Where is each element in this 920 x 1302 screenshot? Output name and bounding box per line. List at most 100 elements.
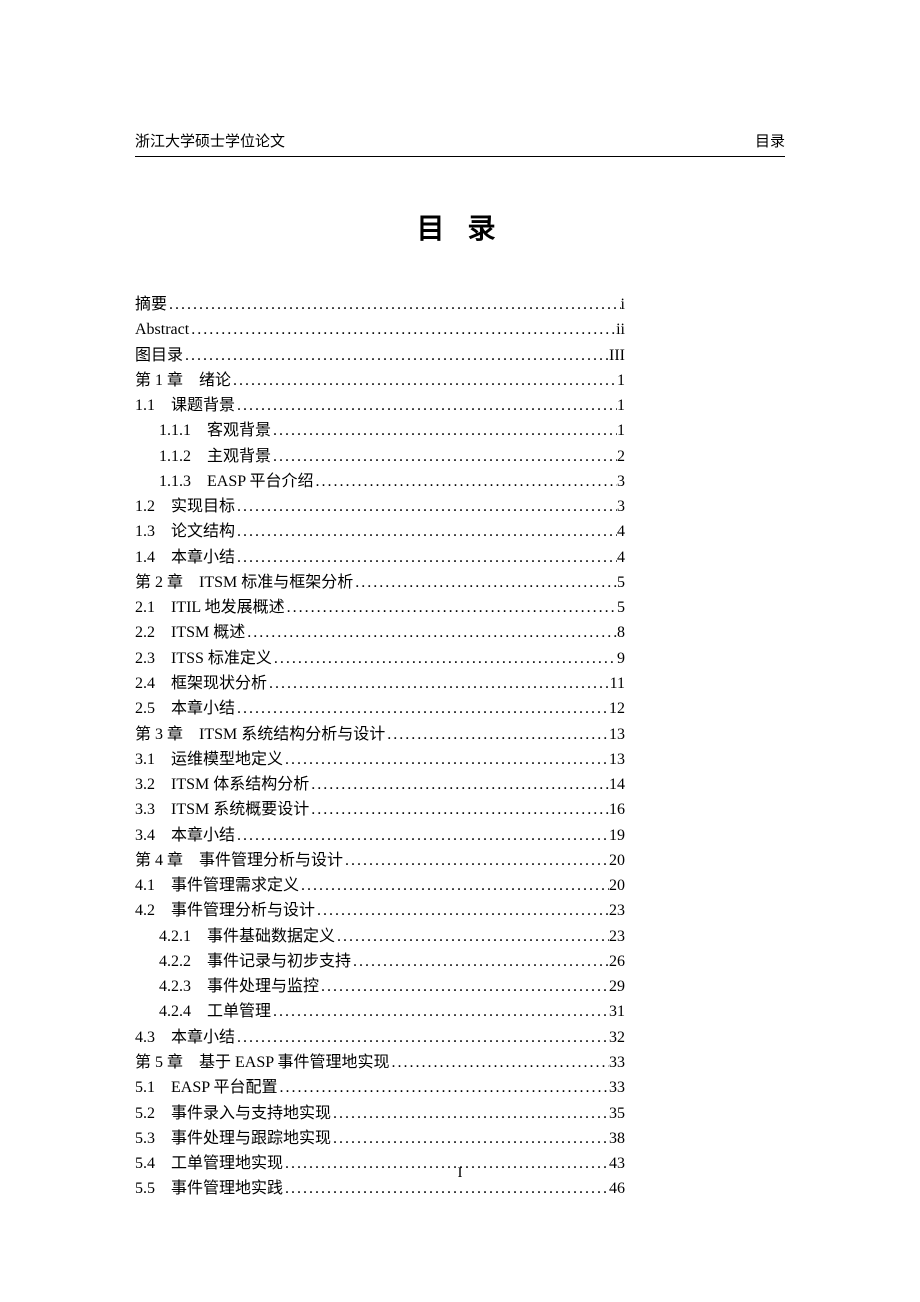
toc-entry-label: 4.2 事件管理分析与设计: [135, 898, 315, 923]
toc-entry-page: 33: [609, 1050, 625, 1075]
toc-entry-page: 38: [609, 1126, 625, 1151]
toc-entry-page: 13: [609, 722, 625, 747]
toc-leader-dots: [385, 722, 609, 747]
toc-row: 2.1 ITIL 地发展概述5: [135, 595, 625, 620]
toc-entry-page: 31: [609, 999, 625, 1024]
toc-row: 摘要 i: [135, 292, 625, 317]
toc-entry-page: 29: [609, 974, 625, 999]
toc-leader-dots: [309, 772, 609, 797]
toc-entry-label: 2.3 ITSS 标准定义: [135, 646, 272, 671]
toc-leader-dots: [390, 1050, 609, 1075]
toc-leader-dots: [319, 974, 609, 999]
toc-row: 1.4 本章小结4: [135, 545, 625, 570]
toc-leader-dots: [335, 924, 609, 949]
toc-entry-label: 3.2 ITSM 体系结构分析: [135, 772, 309, 797]
toc-entry-label: 第 3 章 ITSM 系统结构分析与设计: [135, 722, 385, 747]
toc-leader-dots: [235, 519, 617, 544]
toc-entry-page: 8: [617, 620, 625, 645]
toc-row: 1.1.3 EASP 平台介绍3: [135, 469, 625, 494]
toc-leader-dots: [315, 898, 609, 923]
toc-entry-label: 4.2.1 事件基础数据定义: [159, 924, 335, 949]
toc-entry-label: 第 2 章 ITSM 标准与框架分析: [135, 570, 353, 595]
toc-entry-label: 2.1 ITIL 地发展概述: [135, 595, 285, 620]
toc-row: 1.3 论文结构4: [135, 519, 625, 544]
toc-row: 5.1 EASP 平台配置33: [135, 1075, 625, 1100]
toc-row: 2.3 ITSS 标准定义9: [135, 646, 625, 671]
toc-row: 4.2.1 事件基础数据定义 23: [135, 924, 625, 949]
toc-entry-page: ii: [616, 317, 625, 342]
toc-row: 2.2 ITSM 概述8: [135, 620, 625, 645]
toc-row: 4.2.4 工单管理 31: [135, 999, 625, 1024]
toc-row: 3.1 运维模型地定义13: [135, 747, 625, 772]
toc-leader-dots: [283, 747, 609, 772]
toc-entry-label: 5.2 事件录入与支持地实现: [135, 1101, 331, 1126]
toc-leader-dots: [331, 1126, 609, 1151]
toc-leader-dots: [271, 418, 617, 443]
toc-entry-page: III: [609, 343, 625, 368]
toc-entry-label: Abstract: [135, 317, 189, 342]
toc-row: 2.5 本章小结 12: [135, 696, 625, 721]
toc-leader-dots: [271, 444, 617, 469]
toc-leader-dots: [231, 368, 617, 393]
toc-row: 第 1 章 绪论1: [135, 368, 625, 393]
table-of-contents: 摘要iAbstractii图目录III第 1 章 绪论11.1 课题背景11.1…: [135, 292, 625, 1202]
toc-entry-label: 图目录: [135, 343, 183, 368]
toc-entry-page: 1: [617, 368, 625, 393]
toc-leader-dots: [267, 671, 610, 696]
toc-leader-dots: [285, 595, 617, 620]
toc-leader-dots: [189, 317, 616, 342]
toc-leader-dots: [343, 848, 609, 873]
toc-leader-dots: [235, 1025, 609, 1050]
toc-row: 1.1.1 客观背景1: [135, 418, 625, 443]
toc-entry-label: 4.2.3 事件处理与监控: [159, 974, 319, 999]
toc-entry-label: 4.1 事件管理需求定义: [135, 873, 299, 898]
toc-entry-page: 19: [609, 823, 625, 848]
toc-entry-page: 2: [617, 444, 625, 469]
page-number: I: [0, 1165, 920, 1182]
toc-entry-page: i: [621, 292, 625, 317]
toc-row: Abstract ii: [135, 317, 625, 342]
toc-leader-dots: [183, 343, 609, 368]
toc-entry-page: 23: [609, 924, 625, 949]
toc-row: 4.2.2 事件记录与初步支持 26: [135, 949, 625, 974]
toc-entry-label: 1.1 课题背景: [135, 393, 235, 418]
toc-entry-page: 33: [609, 1075, 625, 1100]
toc-leader-dots: [331, 1101, 609, 1126]
toc-entry-page: 11: [610, 671, 625, 696]
toc-entry-page: 16: [609, 797, 625, 822]
toc-leader-dots: [353, 570, 617, 595]
toc-entry-label: 摘要: [135, 292, 167, 317]
toc-leader-dots: [245, 620, 617, 645]
toc-leader-dots: [167, 292, 621, 317]
toc-row: 3.4 本章小结 19: [135, 823, 625, 848]
toc-row: 第 3 章 ITSM 系统结构分析与设计 13: [135, 722, 625, 747]
toc-leader-dots: [235, 545, 617, 570]
toc-entry-label: 第 4 章 事件管理分析与设计: [135, 848, 343, 873]
toc-entry-page: 12: [609, 696, 625, 721]
toc-row: 4.3 本章小结32: [135, 1025, 625, 1050]
toc-entry-label: 1.1.1 客观背景: [159, 418, 271, 443]
toc-row: 1.1 课题背景1: [135, 393, 625, 418]
toc-entry-label: 4.2.2 事件记录与初步支持: [159, 949, 351, 974]
toc-row: 5.2 事件录入与支持地实现35: [135, 1101, 625, 1126]
toc-title: 目 录: [135, 207, 785, 247]
toc-row: 2.4 框架现状分析 11: [135, 671, 625, 696]
toc-entry-page: 4: [617, 519, 625, 544]
toc-entry-label: 4.2.4 工单管理: [159, 999, 271, 1024]
toc-entry-label: 2.5 本章小结: [135, 696, 235, 721]
toc-row: 3.3 ITSM 系统概要设计 16: [135, 797, 625, 822]
toc-entry-label: 1.2 实现目标: [135, 494, 235, 519]
toc-entry-label: 3.4 本章小结: [135, 823, 235, 848]
toc-row: 第 2 章 ITSM 标准与框架分析 5: [135, 570, 625, 595]
toc-entry-label: 3.3 ITSM 系统概要设计: [135, 797, 309, 822]
toc-row: 4.1 事件管理需求定义20: [135, 873, 625, 898]
toc-row: 3.2 ITSM 体系结构分析14: [135, 772, 625, 797]
toc-entry-label: 2.4 框架现状分析: [135, 671, 267, 696]
toc-leader-dots: [309, 797, 609, 822]
toc-entry-page: 5: [617, 570, 625, 595]
page-header: 浙江大学硕士学位论文 目录: [135, 130, 785, 157]
toc-leader-dots: [271, 999, 609, 1024]
toc-entry-page: 26: [609, 949, 625, 974]
toc-row: 4.2 事件管理分析与设计23: [135, 898, 625, 923]
toc-leader-dots: [351, 949, 609, 974]
